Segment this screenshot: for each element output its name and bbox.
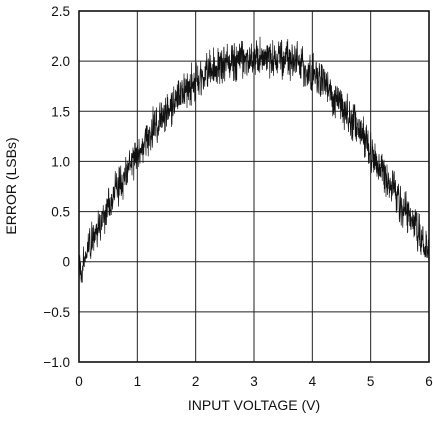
y-tick-label: 0.5 — [51, 205, 70, 220]
y-tick-label: 1.0 — [51, 154, 70, 169]
x-tick-label: 0 — [75, 374, 83, 389]
x-tick-label: 3 — [250, 374, 258, 389]
y-tick-label: 2.0 — [51, 54, 70, 69]
y-tick-label: 1.5 — [51, 104, 70, 119]
error-trace-line — [78, 36, 430, 283]
x-tick-label: 1 — [134, 374, 142, 389]
data-series — [78, 36, 430, 283]
x-tick-label: 5 — [367, 374, 375, 389]
x-tick-label: 2 — [192, 374, 200, 389]
plot-frame — [78, 10, 430, 363]
y-tick-label: −1.0 — [43, 355, 70, 370]
x-axis-label: INPUT VOLTAGE (V) — [188, 397, 320, 413]
x-tick-label: 4 — [309, 374, 317, 389]
y-tick-label: −0.5 — [43, 305, 70, 320]
x-tick-labels: 0 1 2 3 4 5 6 — [75, 374, 433, 389]
y-axis-label: ERROR (LSBs) — [3, 137, 19, 234]
y-tick-label: 2.5 — [51, 4, 70, 19]
x-tick-label: 6 — [425, 374, 433, 389]
y-tick-labels: 2.5 2.0 1.5 1.0 0.5 0 −0.5 −1.0 — [43, 4, 70, 370]
y-tick-label: 0 — [62, 255, 70, 270]
